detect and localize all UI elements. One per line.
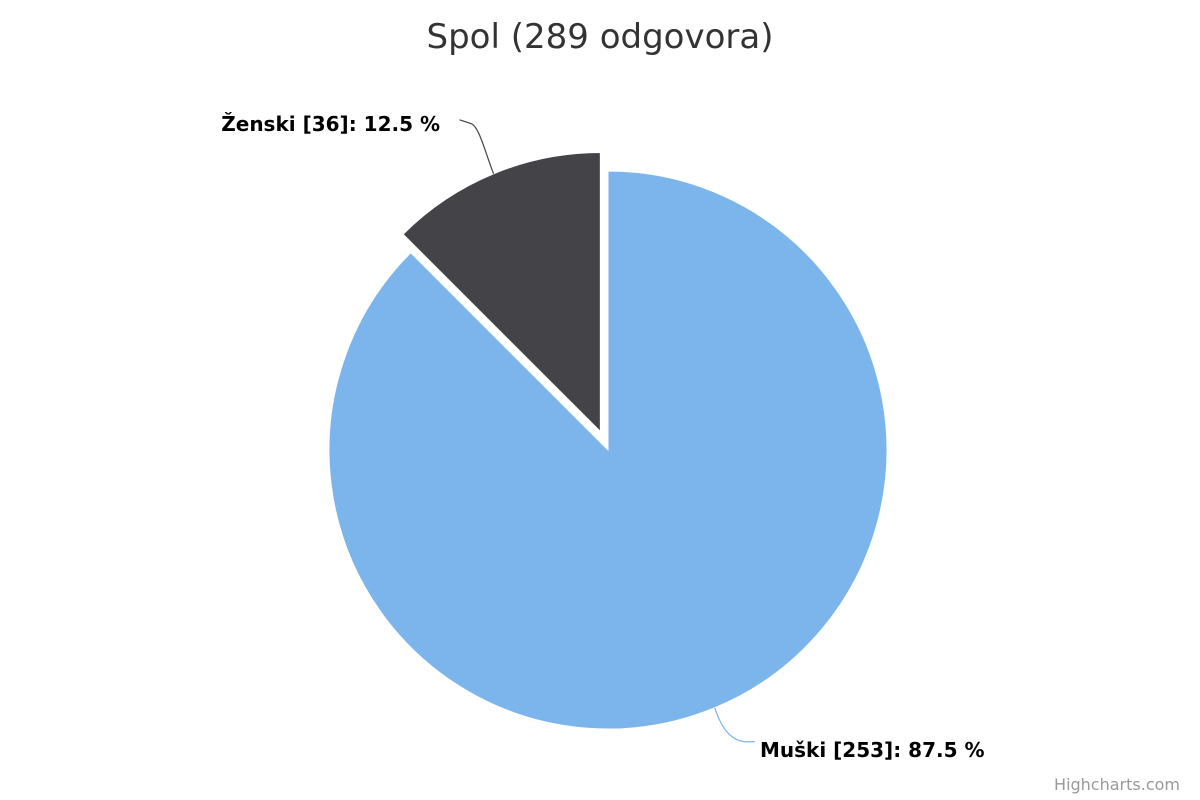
pie-slices	[328, 152, 888, 730]
data-label-zenski: Ženski [36]: 12.5 %	[221, 112, 440, 136]
chart-title: Spol (289 odgovora)	[427, 17, 774, 57]
credits-link[interactable]: Highcharts.com	[1054, 775, 1180, 794]
label-connectors	[459, 119, 755, 743]
pie-slice-zenski[interactable]	[402, 152, 601, 433]
pie-slice-muski[interactable]	[328, 170, 888, 730]
data-label-muski: Muški [253]: 87.5 %	[760, 738, 985, 762]
connector-line-0	[714, 707, 755, 743]
connector-line-1	[459, 119, 495, 174]
